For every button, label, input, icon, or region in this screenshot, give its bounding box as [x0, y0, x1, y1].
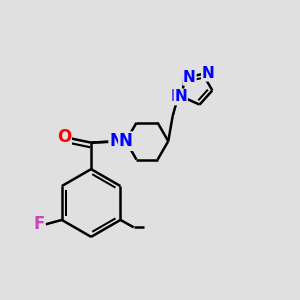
Text: N: N [109, 132, 123, 150]
Text: N: N [170, 89, 183, 104]
Text: F: F [33, 215, 45, 233]
Text: N: N [174, 89, 187, 104]
Text: O: O [57, 128, 71, 146]
Text: N: N [183, 70, 196, 85]
Text: N: N [202, 66, 214, 81]
Text: N: N [119, 132, 133, 150]
